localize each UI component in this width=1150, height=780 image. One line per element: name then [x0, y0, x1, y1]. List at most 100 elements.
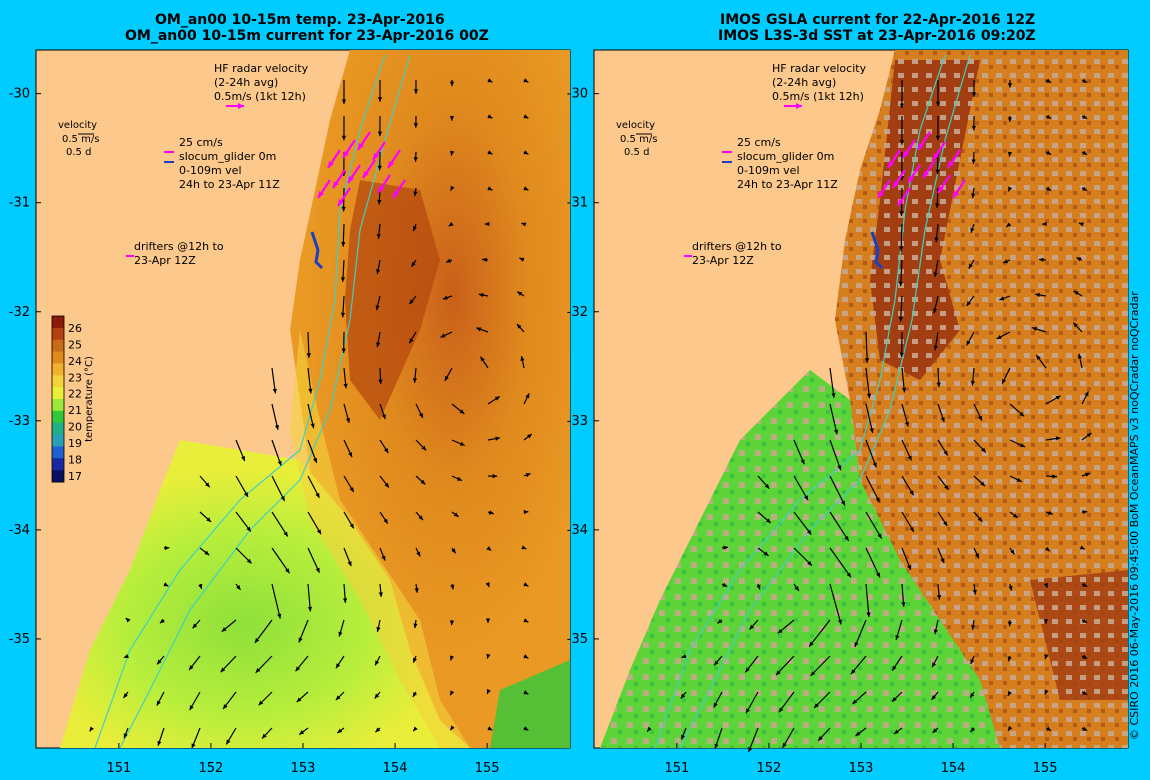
colorbar-tick-label: 18: [68, 453, 82, 466]
current-arrowhead: [818, 735, 823, 741]
current-arrowhead: [157, 659, 162, 665]
current-arrowhead: [765, 518, 771, 524]
current-arrowhead: [525, 393, 530, 399]
current-arrowhead: [1082, 78, 1088, 83]
current-arrowhead: [895, 635, 900, 640]
current-arrowhead: [449, 116, 455, 121]
current-arrowhead: [814, 703, 819, 708]
current-arrowhead: [313, 457, 318, 463]
current-arrowhead: [854, 641, 859, 647]
svg-text:25 cm/s: 25 cm/s: [179, 136, 223, 149]
current-arrowhead: [1007, 691, 1012, 697]
current-arrowhead: [453, 512, 459, 517]
current-arrowhead: [523, 186, 529, 191]
current-arrowhead: [262, 733, 267, 739]
colorbar-swatch: [52, 339, 64, 353]
svg-text:0.5 d: 0.5 d: [624, 147, 649, 158]
current-arrowhead: [381, 414, 386, 420]
right-hf-radar-legend: HF radar velocity (2-24h avg) 0.5m/s (1k…: [772, 62, 867, 109]
current-arrowhead: [869, 428, 874, 434]
current-arrow: [829, 403, 838, 435]
current-arrow: [865, 367, 871, 399]
current-arrowhead: [807, 560, 812, 566]
current-arrowhead: [1073, 322, 1078, 328]
current-arrowhead: [450, 150, 455, 156]
current-arrowhead: [1079, 545, 1085, 550]
right-x-axis: 151 152 153 154 155: [664, 743, 1058, 776]
current-arrowhead: [487, 186, 493, 191]
current-arrowhead: [345, 417, 351, 423]
current-arrowhead: [996, 334, 1002, 339]
current-arrowhead: [376, 342, 381, 348]
current-arrowhead: [1077, 353, 1082, 359]
current-arrowhead: [898, 281, 903, 287]
current-arrowhead: [378, 592, 383, 597]
y-tick-label: -34: [567, 523, 588, 538]
current-arrowhead: [523, 726, 529, 731]
current-arrowhead: [459, 409, 465, 414]
x-tick-label: 155: [1033, 761, 1058, 776]
current-arrowhead: [968, 263, 973, 269]
current-arrowhead: [934, 237, 939, 243]
svg-text:24h to 23-Apr 11Z: 24h to 23-Apr 11Z: [737, 178, 838, 191]
left-drifters-key: drifters @12h to 23-Apr 12Z: [126, 240, 224, 267]
current-arrow: [808, 619, 831, 647]
current-arrowhead: [384, 448, 389, 454]
current-arrow: [271, 583, 281, 619]
current-arrow: [271, 511, 289, 537]
current-arrowhead: [526, 433, 532, 439]
y-tick-label: -31: [567, 196, 588, 211]
current-arrowhead: [1012, 513, 1018, 518]
right-cool-speckle: [600, 370, 1000, 748]
current-arrowhead: [1003, 259, 1009, 264]
colorbar-swatch: [52, 316, 64, 329]
current-arrowhead: [756, 584, 761, 590]
current-arrowhead: [485, 618, 491, 624]
current-arrowhead: [909, 526, 914, 532]
colorbar-swatch: [52, 399, 64, 412]
left-velocity-key: velocity 0.5 m/s 0.5 d: [58, 120, 99, 158]
current-arrowhead: [846, 572, 851, 578]
current-arrowhead: [296, 697, 302, 703]
current-arrowhead: [899, 103, 905, 109]
current-arrowhead: [745, 667, 750, 673]
current-arrowhead: [1073, 290, 1079, 296]
current-arrowhead: [1035, 292, 1040, 298]
current-arrowhead: [89, 726, 94, 732]
current-arrowhead: [1046, 726, 1052, 731]
current-arrow: [307, 547, 321, 573]
current-arrowhead: [246, 526, 251, 532]
current-arrowhead: [898, 317, 903, 322]
current-arrowhead: [123, 733, 128, 739]
colorbar-swatch: [52, 387, 64, 400]
current-arrowhead: [933, 629, 938, 635]
current-arrowhead: [970, 727, 976, 732]
current-arrowhead: [893, 729, 899, 734]
left-current-arrows: [89, 78, 533, 749]
colorbar-swatch: [52, 422, 64, 436]
current-arrowhead: [384, 482, 389, 488]
current-arrowhead: [977, 516, 983, 522]
current-arrowhead: [307, 606, 313, 612]
current-arrowhead: [901, 602, 906, 607]
current-arrowhead: [1006, 222, 1012, 227]
svg-text:0.5m/s (1kt 12h): 0.5m/s (1kt 12h): [772, 90, 864, 103]
current-arrowhead: [1082, 654, 1088, 659]
colorbar-swatch: [52, 446, 64, 459]
left-yellow-band: [290, 330, 470, 748]
left-colorbar: 26 25 24 23 22 21 20 19 18 17 temperature (°C): [51, 315, 95, 483]
current-arrowhead: [1078, 222, 1084, 227]
current-arrow: [865, 583, 870, 618]
current-arrowhead: [1082, 582, 1088, 587]
current-arrowhead: [450, 690, 455, 696]
current-arrowhead: [971, 193, 976, 199]
current-arrowhead: [1055, 436, 1061, 441]
current-arrowhead: [381, 555, 386, 561]
current-arrowhead: [1044, 654, 1049, 660]
x-tick-label: 151: [106, 761, 131, 776]
current-arrowhead: [226, 739, 231, 745]
current-arrowhead: [448, 221, 454, 227]
current-arrow: [793, 511, 812, 535]
current-arrowhead: [1082, 186, 1088, 191]
y-tick-label: -35: [9, 632, 30, 647]
